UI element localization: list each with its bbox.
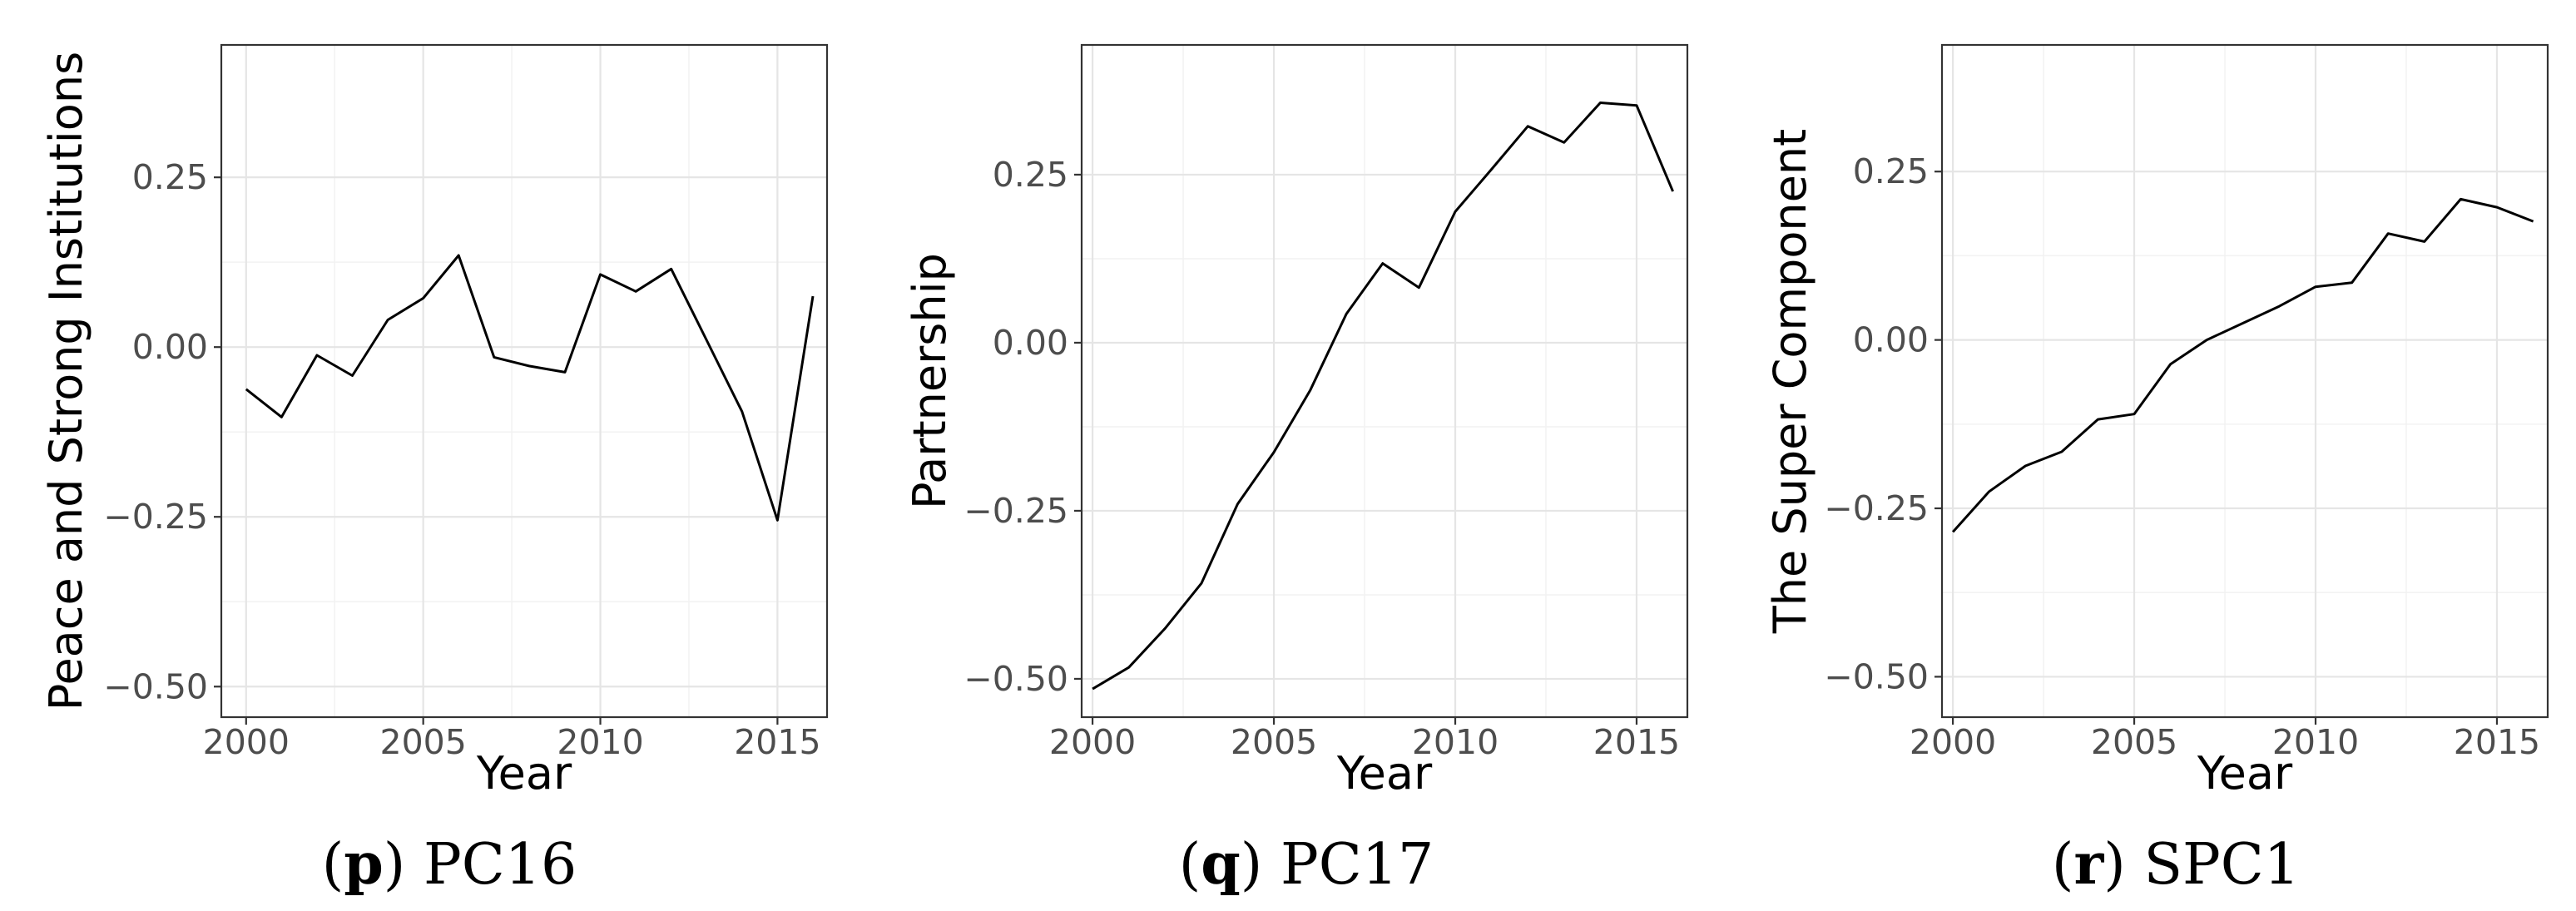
- caption-text: PC16: [424, 832, 577, 898]
- caption-space: [2126, 832, 2144, 898]
- x-tick-label: 2010: [2272, 722, 2359, 762]
- series-line: [1092, 101, 1674, 691]
- plot-border: [1080, 43, 1689, 719]
- y-tick-label: 0.00: [1853, 320, 1929, 360]
- x-tick-label: 2000: [1049, 722, 1136, 762]
- caption-letter: p: [344, 831, 384, 898]
- y-tick-label: −0.50: [964, 659, 1068, 699]
- x-tick-label: 2005: [379, 722, 466, 762]
- y-tick-label: −0.25: [103, 497, 208, 537]
- caption-open: (: [1179, 832, 1201, 898]
- y-tick-label: 0.25: [132, 157, 208, 197]
- caption-close: ): [1241, 832, 1263, 898]
- caption-letter: r: [2073, 831, 2104, 898]
- x-tick-label: 2005: [2091, 722, 2177, 762]
- y-tick-label: 0.25: [993, 155, 1068, 195]
- series-line: [245, 254, 815, 522]
- panel-caption: (q) PC17: [1179, 831, 1434, 898]
- panel-caption: (p) PC16: [322, 831, 577, 898]
- y-tick-label: 0.25: [1853, 151, 1929, 191]
- x-tick-label: 2010: [1412, 722, 1499, 762]
- caption-letter: q: [1201, 831, 1241, 898]
- x-tick-label: 2000: [1910, 722, 1996, 762]
- y-tick-label: −0.50: [103, 666, 208, 706]
- series-line: [1951, 197, 2534, 533]
- y-axis-title: Partnership: [904, 253, 956, 509]
- x-axis-title: Year: [476, 747, 572, 800]
- caption-space: [1262, 832, 1281, 898]
- y-axis-title: Peace and Strong Institutions: [40, 52, 92, 710]
- x-tick-label: 2000: [203, 722, 290, 762]
- plot-border: [220, 43, 829, 719]
- x-tick-label: 2005: [1231, 722, 1317, 762]
- caption-close: ): [384, 832, 406, 898]
- x-tick-label: 2015: [2454, 722, 2540, 762]
- plot-border: [1940, 43, 2549, 719]
- caption-close: ): [2103, 832, 2126, 898]
- panel-caption: (r) SPC1: [2052, 831, 2300, 898]
- y-tick-label: −0.25: [1824, 488, 1929, 528]
- y-tick-label: −0.50: [1824, 656, 1929, 696]
- caption-space: [405, 832, 424, 898]
- chart-panel-1: 2000 2005 2010 2015 −0.50 −0.25 0.00 0.25 Year Pe…: [40, 43, 829, 898]
- y-tick-label: −0.25: [964, 491, 1068, 531]
- caption-text: PC17: [1281, 832, 1434, 898]
- caption-open: (: [322, 832, 344, 898]
- x-tick-label: 2010: [557, 722, 643, 762]
- chart-panel-2: 2000 2005 2010 2015 −0.50 −0.25 0.00 0.25 Year Pa…: [904, 43, 1689, 898]
- caption-open: (: [2052, 832, 2074, 898]
- x-axis-title: Year: [2197, 747, 2293, 800]
- x-tick-label: 2015: [734, 722, 820, 762]
- chart-panel-3: 2000 2005 2010 2015 −0.50 −0.25 0.00 0.25 Year Th…: [1764, 43, 2549, 898]
- x-tick-label: 2015: [1593, 722, 1680, 762]
- caption-text: SPC1: [2143, 832, 2300, 898]
- y-tick-label: 0.00: [132, 327, 208, 367]
- x-axis-title: Year: [1336, 747, 1433, 800]
- y-tick-label: 0.00: [993, 323, 1068, 363]
- y-axis-title: The Super Component: [1764, 129, 1816, 634]
